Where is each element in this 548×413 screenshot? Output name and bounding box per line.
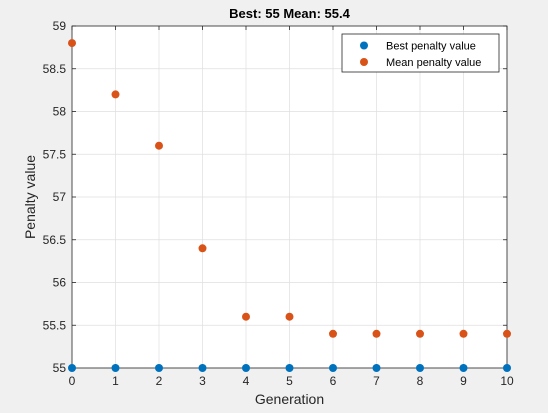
mean-penalty-point [503, 329, 511, 338]
best-penalty-point [198, 364, 207, 372]
best-penalty-point [242, 364, 250, 372]
x-tick-label: 9 [460, 374, 467, 388]
best-penalty-point [155, 364, 163, 372]
mean-penalty-point [459, 329, 468, 338]
x-tick-label: 6 [330, 374, 337, 388]
x-axis-label: Generation [255, 391, 324, 407]
x-tick-label: 0 [69, 374, 76, 388]
data-points [68, 39, 511, 372]
x-tick-label: 3 [199, 374, 206, 388]
best-penalty-point [68, 364, 76, 372]
y-tick-label: 55.5 [43, 318, 67, 332]
mean-penalty-point [285, 312, 294, 321]
x-tick-label: 8 [417, 374, 424, 388]
mean-penalty-point [329, 329, 337, 338]
mean-penalty-point [198, 244, 207, 253]
x-tick-label: 5 [286, 374, 293, 388]
x-tick-label: 10 [500, 374, 514, 388]
y-tick-label: 57 [53, 190, 67, 204]
mean-penalty-point [242, 312, 250, 321]
legend-label-best: Best penalty value [386, 41, 476, 53]
best-penalty-point [372, 364, 381, 372]
x-tick-label: 2 [156, 374, 163, 388]
y-tick-label: 56 [53, 276, 67, 290]
x-tick-label: 7 [373, 374, 380, 388]
y-tick-label: 55 [53, 361, 67, 375]
x-tick-label: 1 [112, 374, 119, 388]
y-tick-label: 56.5 [43, 233, 67, 247]
legend-box [341, 33, 500, 73]
legend-marker-mean [360, 58, 368, 66]
mean-penalty-point [111, 90, 120, 99]
mean-penalty-point [68, 39, 76, 48]
best-penalty-point [503, 364, 511, 372]
mean-penalty-point [416, 329, 424, 338]
y-axis-label: Penalty value [22, 155, 38, 239]
y-tick-label: 57.5 [43, 147, 67, 161]
y-tick-label: 58 [53, 105, 67, 119]
x-tick-label: 4 [243, 374, 250, 388]
chart-title: Best: 55 Mean: 55.4 [229, 6, 350, 21]
legend-marker-best [360, 41, 368, 50]
mean-penalty-point [372, 329, 381, 338]
best-penalty-point [459, 364, 468, 372]
y-tick-label: 58.5 [43, 62, 67, 76]
legend: Best penalty value Mean penalty value [341, 33, 500, 73]
mean-penalty-point [155, 141, 163, 150]
legend-label-mean: Mean penalty value [386, 57, 481, 69]
best-penalty-point [111, 364, 120, 372]
best-penalty-point [329, 364, 337, 372]
best-penalty-point [416, 364, 424, 372]
best-penalty-point [285, 364, 294, 372]
y-tick-label: 59 [53, 19, 67, 33]
